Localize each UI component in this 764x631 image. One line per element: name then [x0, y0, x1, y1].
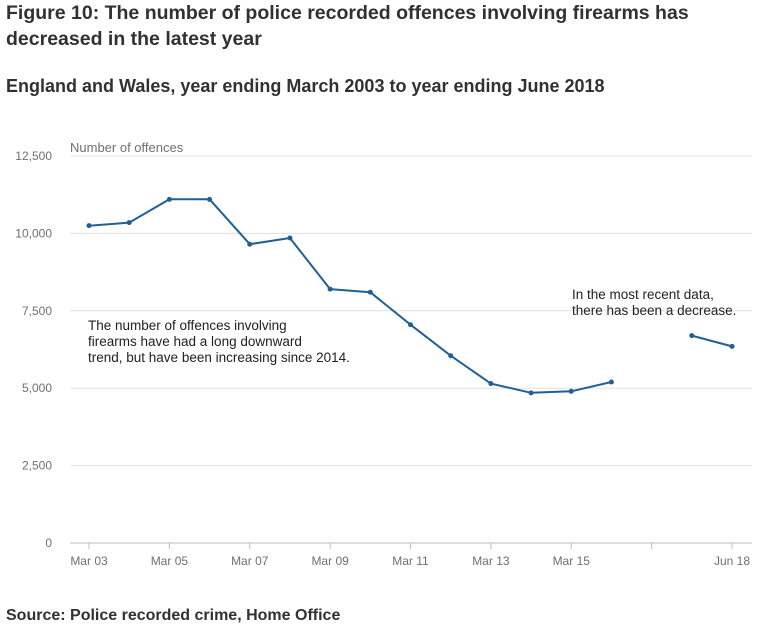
data-point[interactable]	[367, 289, 373, 295]
x-tick-label: Mar 07	[231, 554, 269, 568]
y-tick-label: 2,500	[22, 459, 52, 473]
data-point[interactable]	[408, 322, 413, 328]
data-point[interactable]	[126, 220, 132, 226]
x-tick-label: Mar 11	[392, 554, 429, 568]
y-axis-label: Number of offences	[70, 140, 184, 155]
annotation-line: firearms have had a long downward	[88, 334, 302, 349]
y-tick-label: 12,500	[15, 149, 52, 163]
data-point[interactable]	[488, 381, 494, 387]
annotation-line: trend, but have been increasing since 20…	[88, 350, 350, 365]
data-point[interactable]	[287, 235, 293, 241]
annotation-line: In the most recent data,	[572, 287, 714, 302]
series-line	[88, 198, 612, 394]
annotations: The number of offences involving firearms…	[88, 287, 736, 365]
data-point[interactable]	[689, 333, 695, 339]
data-point[interactable]	[86, 223, 92, 229]
annotation-line: there has been a decrease.	[572, 303, 736, 318]
x-axis: Mar 03 Mar 05 Mar 07 Mar 09 Mar 11 Mar 13 Mar …	[70, 543, 750, 568]
data-point[interactable]	[327, 286, 333, 292]
x-tick-label: Mar 09	[311, 554, 349, 568]
data-point[interactable]	[247, 241, 253, 247]
data-point[interactable]	[608, 379, 614, 385]
y-tick-label: 0	[45, 536, 52, 550]
source-note: Source: Police recorded crime, Home Offi…	[6, 607, 341, 624]
x-tick-label: Jun 18	[714, 554, 750, 568]
series-line	[691, 334, 733, 348]
data-point[interactable]	[448, 353, 454, 359]
data-point[interactable]	[729, 343, 735, 349]
chart-subtitle: England and Wales, year ending March 200…	[6, 76, 605, 96]
x-tick-label: Mar 15	[553, 554, 591, 568]
y-tick-label: 7,500	[22, 304, 52, 318]
y-axis: 0 2,500 5,000 7,500 10,000 12,500	[15, 149, 52, 550]
annotation-2: In the most recent data, there has been a…	[572, 287, 736, 318]
x-tick-label: Mar 13	[472, 554, 510, 568]
x-tick-label: Mar 05	[151, 554, 189, 568]
data-point[interactable]	[166, 196, 172, 202]
chart-title: Figure 10: The number of police recorded…	[6, 2, 689, 50]
series-firearm-offences	[86, 196, 735, 396]
y-tick-label: 10,000	[15, 226, 52, 240]
x-tick-label: Mar 03	[70, 554, 108, 568]
annotation-line: The number of offences involving	[88, 318, 287, 333]
data-point[interactable]	[568, 388, 574, 394]
data-point[interactable]	[528, 390, 534, 396]
y-tick-label: 5,000	[22, 381, 52, 395]
annotation-1: The number of offences involving firearms…	[88, 318, 350, 365]
data-point[interactable]	[207, 196, 213, 202]
